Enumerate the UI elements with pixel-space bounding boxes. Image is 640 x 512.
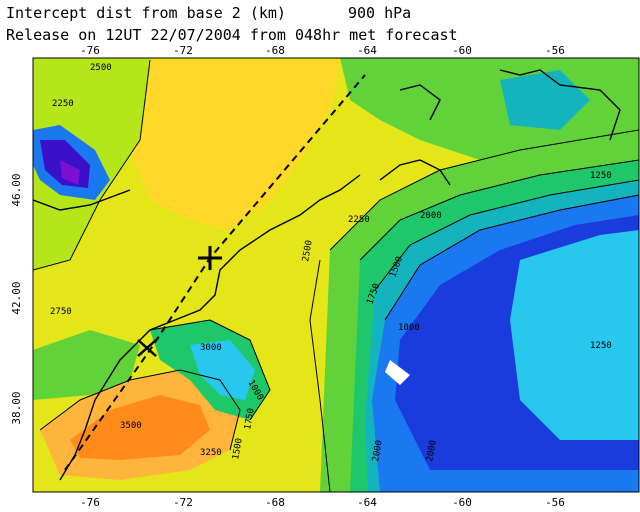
field-250-nw (60, 160, 80, 185)
contour-label: 2750 (50, 307, 72, 317)
lat-tick-label: 42.00 (10, 281, 23, 314)
contour-label: 3250 (200, 448, 222, 458)
field-1250-south (190, 340, 255, 400)
map-title: Intercept dist from base 2 (km) (6, 4, 286, 22)
contour-label: 2000 (425, 439, 439, 462)
pressure-level-label: 900 hPa (348, 4, 412, 22)
contour-label: 2500 (90, 63, 112, 73)
field-2750-north (130, 60, 340, 230)
trajectory-line (64, 74, 366, 471)
coastline-path (33, 189, 131, 211)
contour-line (384, 194, 639, 321)
contour-label: 3500 (120, 421, 142, 431)
field-1250-east (510, 230, 639, 440)
contour-label: 3000 (200, 343, 222, 353)
contour-line (309, 259, 331, 492)
coastline-path (499, 69, 621, 141)
contour-label: 1750 (243, 407, 257, 430)
contour-label: 2000 (420, 211, 442, 221)
coastline-path (59, 174, 361, 481)
coastline-path (399, 84, 441, 121)
lon-tick-label: -64 (357, 496, 377, 509)
coastline (33, 69, 621, 481)
field-3500-south (70, 395, 210, 460)
lon-tick-label: -56 (545, 44, 565, 57)
contour-label: 2500 (301, 239, 315, 262)
lon-tick-label: -60 (452, 496, 472, 509)
lat-tick-label: 38.00 (10, 391, 23, 424)
contour-label: 1250 (590, 171, 612, 181)
coastline-path (379, 159, 451, 186)
contour-line (33, 59, 151, 271)
contour-line (39, 369, 241, 451)
contour-label: 2250 (52, 99, 74, 109)
lon-tick-label: -64 (357, 44, 377, 57)
field-2000-sw (33, 330, 140, 400)
contour-label: 2000 (371, 439, 385, 462)
map-subtitle: Release on 12UT 22/07/2004 from 048hr me… (6, 26, 458, 44)
lon-tick-label: -56 (545, 496, 565, 509)
lon-tick-label: -76 (80, 496, 100, 509)
contour-fill-layer (33, 58, 639, 492)
lon-tick-label: -72 (173, 44, 193, 57)
lon-tick-label: -68 (265, 496, 285, 509)
base-marker (198, 246, 222, 270)
lon-tick-labels-top: -76 -72 -68 -64 -60 -56 (80, 44, 565, 57)
contour-label: 1000 (398, 323, 420, 333)
contour-line (149, 319, 271, 421)
lat-tick-label: 46.00 (10, 173, 23, 206)
lon-tick-labels-bottom: -76 -72 -68 -64 -60 -56 (80, 496, 565, 509)
lon-tick-label: -68 (265, 44, 285, 57)
contour-label: 1500 (231, 437, 245, 460)
contour-label: 2250 (348, 215, 370, 225)
contour-line (359, 159, 639, 261)
lon-tick-label: -72 (173, 496, 193, 509)
contour-label: 1250 (590, 341, 612, 351)
field-1500-ne (500, 70, 590, 130)
contour-line (374, 179, 639, 291)
field-min-east (385, 360, 410, 385)
release-marker (137, 339, 157, 357)
plot-frame (32, 57, 640, 493)
lon-tick-label: -60 (452, 44, 472, 57)
lon-tick-label: -76 (80, 44, 100, 57)
lat-tick-labels: 46.00 42.00 38.00 (10, 173, 23, 424)
